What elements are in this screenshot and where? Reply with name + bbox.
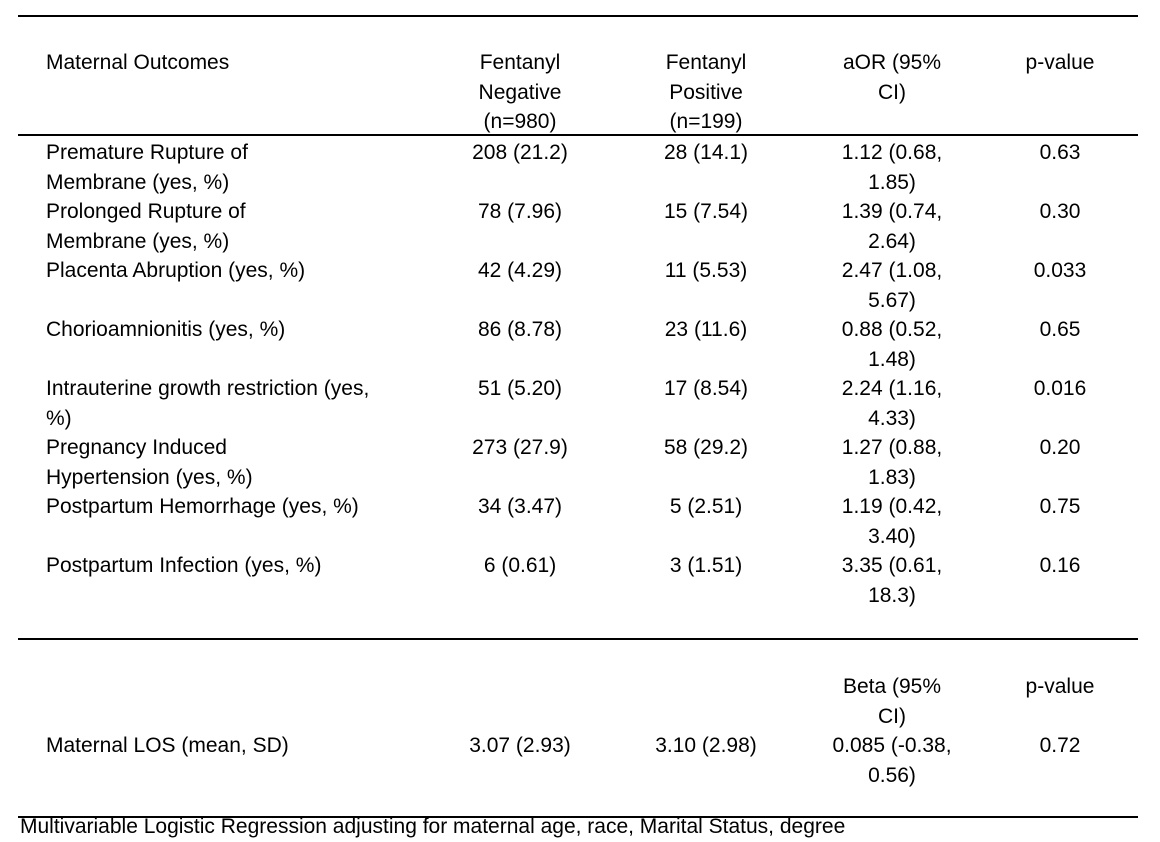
row-pph-aor: 1.19 (0.42, 3.40) <box>841 495 943 548</box>
row-postpartum-infection-aor: 3.35 (0.61, 18.3) <box>841 554 943 607</box>
row-premature-rupture-positive: 28 (14.1) <box>663 141 749 164</box>
row-postpartum-infection-pvalue: 0.16 <box>1039 554 1081 577</box>
row-maternal-los-negative: 3.07 (2.93) <box>469 734 571 757</box>
row-iugr-outcome: Intrauterine growth restriction (yes, %) <box>46 377 370 430</box>
row-chorioamnionitis-pvalue: 0.65 <box>1039 318 1081 341</box>
row-pih-negative: 273 (27.9) <box>472 436 568 459</box>
row-placenta-abruption-aor: 2.47 (1.08, 5.67) <box>841 259 943 312</box>
row-postpartum-infection-outcome: Postpartum Infection (yes, %) <box>46 554 322 577</box>
row-placenta-abruption-pvalue: 0.033 <box>1033 259 1087 282</box>
row-chorioamnionitis-outcome: Chorioamnionitis (yes, %) <box>46 318 286 341</box>
row-prolonged-rupture-outcome: Prolonged Rupture of Membrane (yes, %) <box>46 200 246 253</box>
row-chorioamnionitis-aor: 0.88 (0.52, 1.48) <box>841 318 943 371</box>
row-pph-pvalue: 0.75 <box>1039 495 1081 518</box>
section-rule <box>18 638 1138 640</box>
footnote: Multivariable Logistic Regression adjust… <box>20 815 846 838</box>
header-maternal-outcomes: Maternal Outcomes <box>46 51 230 74</box>
row-iugr-aor: 2.24 (1.16, 4.33) <box>841 377 943 430</box>
header-beta: Beta (95% CI) <box>842 675 942 728</box>
row-prolonged-rupture-negative: 78 (7.96) <box>477 200 563 223</box>
row-chorioamnionitis-positive: 23 (11.6) <box>664 318 748 341</box>
row-prolonged-rupture-pvalue: 0.30 <box>1039 200 1081 223</box>
row-prolonged-rupture-aor: 1.39 (0.74, 2.64) <box>841 200 943 253</box>
row-pph-negative: 34 (3.47) <box>477 495 563 518</box>
row-pph-positive: 5 (2.51) <box>669 495 743 518</box>
row-premature-rupture-pvalue: 0.63 <box>1039 141 1081 164</box>
row-premature-rupture-negative: 208 (21.2) <box>472 141 568 164</box>
row-pih-aor: 1.27 (0.88, 1.83) <box>841 436 943 489</box>
header-fentanyl-positive: Fentanyl Positive (n=199) <box>665 51 747 133</box>
row-placenta-abruption-negative: 42 (4.29) <box>477 259 563 282</box>
header-los-p-value: p-value <box>1025 675 1095 698</box>
row-maternal-los-beta: 0.085 (-0.38, 0.56) <box>832 734 952 787</box>
header-aor: aOR (95% CI) <box>842 51 942 104</box>
row-maternal-los-outcome: Maternal LOS (mean, SD) <box>46 734 289 757</box>
header-fentanyl-negative: Fentanyl Negative (n=980) <box>478 51 562 133</box>
row-pih-outcome: Pregnancy Induced Hypertension (yes, %) <box>46 436 253 489</box>
header-rule <box>18 134 1138 136</box>
row-premature-rupture-outcome: Premature Rupture of Membrane (yes, %) <box>46 141 248 194</box>
row-premature-rupture-aor: 1.12 (0.68, 1.85) <box>841 141 943 194</box>
header-p-value: p-value <box>1025 51 1095 74</box>
row-postpartum-infection-positive: 3 (1.51) <box>669 554 743 577</box>
row-pih-pvalue: 0.20 <box>1039 436 1081 459</box>
bottom-rule <box>18 816 1138 818</box>
row-postpartum-infection-negative: 6 (0.61) <box>483 554 557 577</box>
row-maternal-los-pvalue: 0.72 <box>1039 734 1081 757</box>
row-iugr-pvalue: 0.016 <box>1033 377 1087 400</box>
row-pph-outcome: Postpartum Hemorrhage (yes, %) <box>46 495 359 518</box>
top-rule <box>18 15 1138 17</box>
row-pih-positive: 58 (29.2) <box>663 436 749 459</box>
row-iugr-positive: 17 (8.54) <box>663 377 749 400</box>
row-placenta-abruption-positive: 11 (5.53) <box>664 259 748 282</box>
row-placenta-abruption-outcome: Placenta Abruption (yes, %) <box>46 259 306 282</box>
row-chorioamnionitis-negative: 86 (8.78) <box>477 318 563 341</box>
row-prolonged-rupture-positive: 15 (7.54) <box>663 200 749 223</box>
row-maternal-los-positive: 3.10 (2.98) <box>655 734 757 757</box>
row-iugr-negative: 51 (5.20) <box>477 377 563 400</box>
